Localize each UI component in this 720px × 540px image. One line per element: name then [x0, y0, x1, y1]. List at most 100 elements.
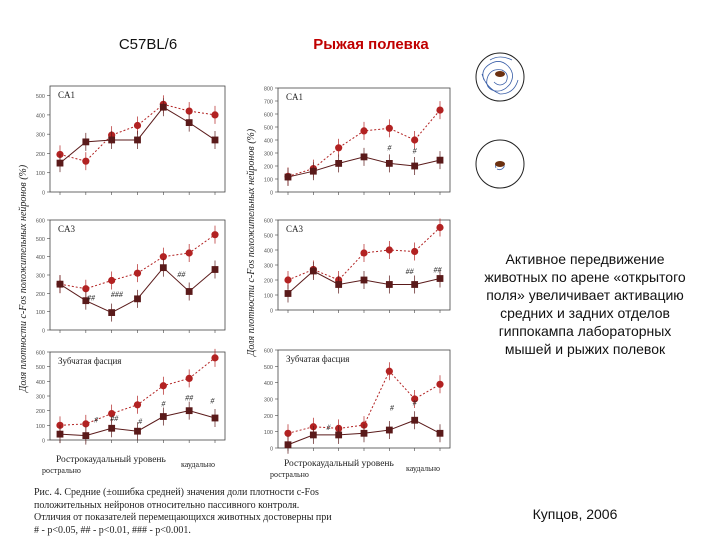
- data-point-active: [185, 249, 193, 257]
- y-tick-label: 200: [36, 409, 45, 415]
- y-tick-label: 100: [36, 171, 45, 177]
- data-point-active: [436, 380, 444, 388]
- y-tick-label: 100: [264, 294, 273, 300]
- chart-panel: 0 100 200 300 400 500 600 CA3 ## ##: [264, 218, 451, 315]
- y-tick-label: 500: [36, 237, 45, 243]
- data-point-passive: [185, 288, 193, 295]
- y-tick-label: 600: [264, 349, 273, 355]
- region-label: Зубчатая фасция: [286, 354, 349, 364]
- data-point-passive: [284, 290, 292, 297]
- chart-panels: 0 100 200 300 400 500 CA1 0 100 200 300 400 500 600 CA…: [36, 85, 451, 479]
- data-point-passive: [411, 281, 419, 288]
- plot-frame: [277, 219, 451, 311]
- data-point-passive: [134, 427, 141, 435]
- data-point-active: [108, 276, 116, 285]
- data-point-active: [159, 253, 167, 261]
- data-point-passive: [411, 416, 419, 424]
- y-tick-label: 500: [264, 234, 273, 240]
- animal-icon: [495, 161, 505, 167]
- significance-mark: #: [138, 417, 143, 426]
- region-label: CA3: [286, 224, 304, 234]
- x-end-label-caudal: каудально: [181, 460, 215, 469]
- y-tick-label: 0: [270, 191, 273, 197]
- y-tick-label: 600: [36, 219, 45, 225]
- significance-mark: ##: [406, 267, 415, 276]
- y-tick-label: 200: [264, 165, 273, 171]
- data-point-passive: [335, 160, 343, 167]
- data-point-active: [411, 136, 419, 144]
- y-tick-label: 300: [36, 133, 45, 139]
- significance-mark: #: [413, 147, 418, 156]
- data-point-passive: [335, 431, 343, 439]
- y-tick-label: 500: [264, 126, 273, 132]
- data-point-active: [159, 382, 167, 390]
- chart-panel: 0 100 200 300 400 500 600 Зубчатая фасция # # #: [264, 349, 451, 454]
- y-tick-label: 100: [264, 430, 273, 436]
- data-point-passive: [82, 432, 90, 439]
- data-point-passive: [56, 430, 64, 438]
- data-point-passive: [211, 266, 219, 273]
- caption-line: Рис. 4. Средние (±ошибка средней) значен…: [34, 487, 319, 498]
- data-point-passive: [159, 264, 167, 272]
- x-axis-label: Рострокаудальный уровень: [284, 458, 394, 469]
- caption-line: положительных нейронов относительно пасс…: [34, 499, 300, 511]
- region-label: CA1: [286, 92, 303, 102]
- data-point-active: [185, 374, 193, 382]
- y-tick-label: 200: [264, 279, 273, 285]
- data-point-passive: [211, 414, 219, 422]
- data-point-passive: [134, 136, 141, 144]
- y-tick-label: 0: [270, 447, 273, 453]
- significance-mark: #: [390, 403, 395, 412]
- figure-caption: Рис. 4. Средние (±ошибка средней) значен…: [34, 487, 444, 537]
- data-point-active: [82, 157, 90, 165]
- data-point-active: [185, 107, 193, 115]
- data-point-active: [82, 420, 90, 428]
- data-point-passive: [385, 281, 393, 288]
- x-end-label-caudal: каудально: [406, 464, 440, 473]
- y-tick-label: 800: [264, 87, 273, 93]
- data-point-active: [411, 395, 419, 403]
- y-tick-label: 500: [36, 365, 45, 371]
- x-end-label-rostral: рострально: [270, 470, 309, 479]
- significance-mark: #: [387, 143, 392, 152]
- data-point-passive: [436, 275, 444, 282]
- data-point-active: [385, 367, 393, 375]
- chart-panel: 0 100 200 300 400 500 600 700 800 CA1 # #: [264, 87, 451, 197]
- y-tick-label: 700: [264, 100, 273, 106]
- significance-mark: #: [327, 423, 332, 432]
- data-point-passive: [436, 429, 444, 437]
- data-point-active: [360, 249, 368, 257]
- y-tick-label: 0: [270, 309, 273, 315]
- data-point-active: [284, 276, 292, 284]
- caption-line: # - p<0.05, ## - p<0.01, ### - p<0.001.: [34, 524, 191, 536]
- data-point-passive: [108, 136, 116, 144]
- author-citation: Купцов, 2006: [532, 506, 618, 522]
- data-point-passive: [309, 167, 317, 175]
- data-point-passive: [385, 160, 393, 167]
- data-point-passive: [411, 162, 419, 170]
- y-tick-label: 300: [264, 398, 273, 404]
- data-point-passive: [108, 424, 116, 432]
- y-tick-label: 400: [264, 249, 273, 255]
- data-point-active: [133, 401, 142, 409]
- data-point-passive: [360, 429, 368, 437]
- data-point-active: [108, 410, 116, 418]
- y-tick-label: 0: [42, 329, 45, 335]
- data-point-passive: [309, 267, 317, 275]
- data-point-passive: [56, 280, 64, 288]
- data-point-active: [133, 121, 142, 130]
- data-point-passive: [134, 295, 141, 303]
- y-tick-label: 500: [36, 94, 45, 100]
- significance-mark: ##: [185, 393, 194, 402]
- y-tick-label: 600: [264, 219, 273, 225]
- data-point-active: [385, 246, 393, 254]
- data-point-active: [436, 223, 444, 232]
- y-tick-label: 100: [264, 178, 273, 184]
- y-tick-label: 0: [42, 191, 45, 197]
- region-label: Зубчатая фасция: [58, 356, 121, 366]
- open-field-arenas: [475, 52, 525, 189]
- data-point-active: [211, 111, 219, 119]
- title-c57bl6: C57BL/6: [118, 36, 178, 53]
